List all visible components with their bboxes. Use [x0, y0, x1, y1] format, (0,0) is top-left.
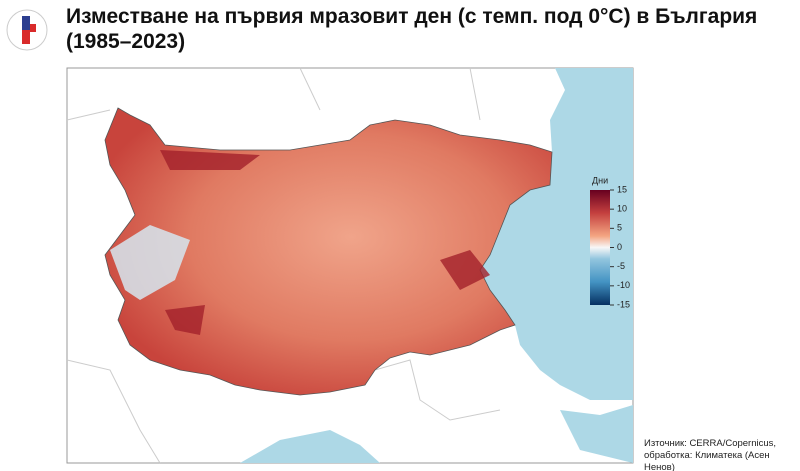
colorbar-tick-label: -10: [617, 280, 630, 290]
colorbar: [590, 190, 610, 305]
legend-title: Дни: [592, 175, 608, 185]
borders: [66, 67, 501, 464]
colorbar-tick-label: -15: [617, 299, 630, 309]
black-sea: [480, 68, 633, 400]
colorbar-tick-label: 0: [617, 242, 622, 252]
bulgaria: [104, 107, 553, 396]
colorbar-tick-label: -5: [617, 261, 625, 271]
source-line: обработка: Климатека (Асен Ненов): [644, 450, 770, 471]
cool-area: [110, 225, 190, 300]
warm-area: [160, 150, 490, 335]
source-line: Източник: CERRA/Copernicus,: [644, 438, 777, 449]
colorbar-tick-label: 10: [617, 204, 627, 214]
sea: [240, 405, 633, 463]
colorbar-tick-label: 15: [617, 184, 627, 194]
title: Изместване на първия мразовит ден (с тем…: [66, 5, 758, 53]
source: Източник: CERRA/Copernicus, обработка: К…: [644, 438, 800, 471]
colorbar-tick-label: 5: [617, 223, 622, 233]
logo: [6, 9, 48, 51]
